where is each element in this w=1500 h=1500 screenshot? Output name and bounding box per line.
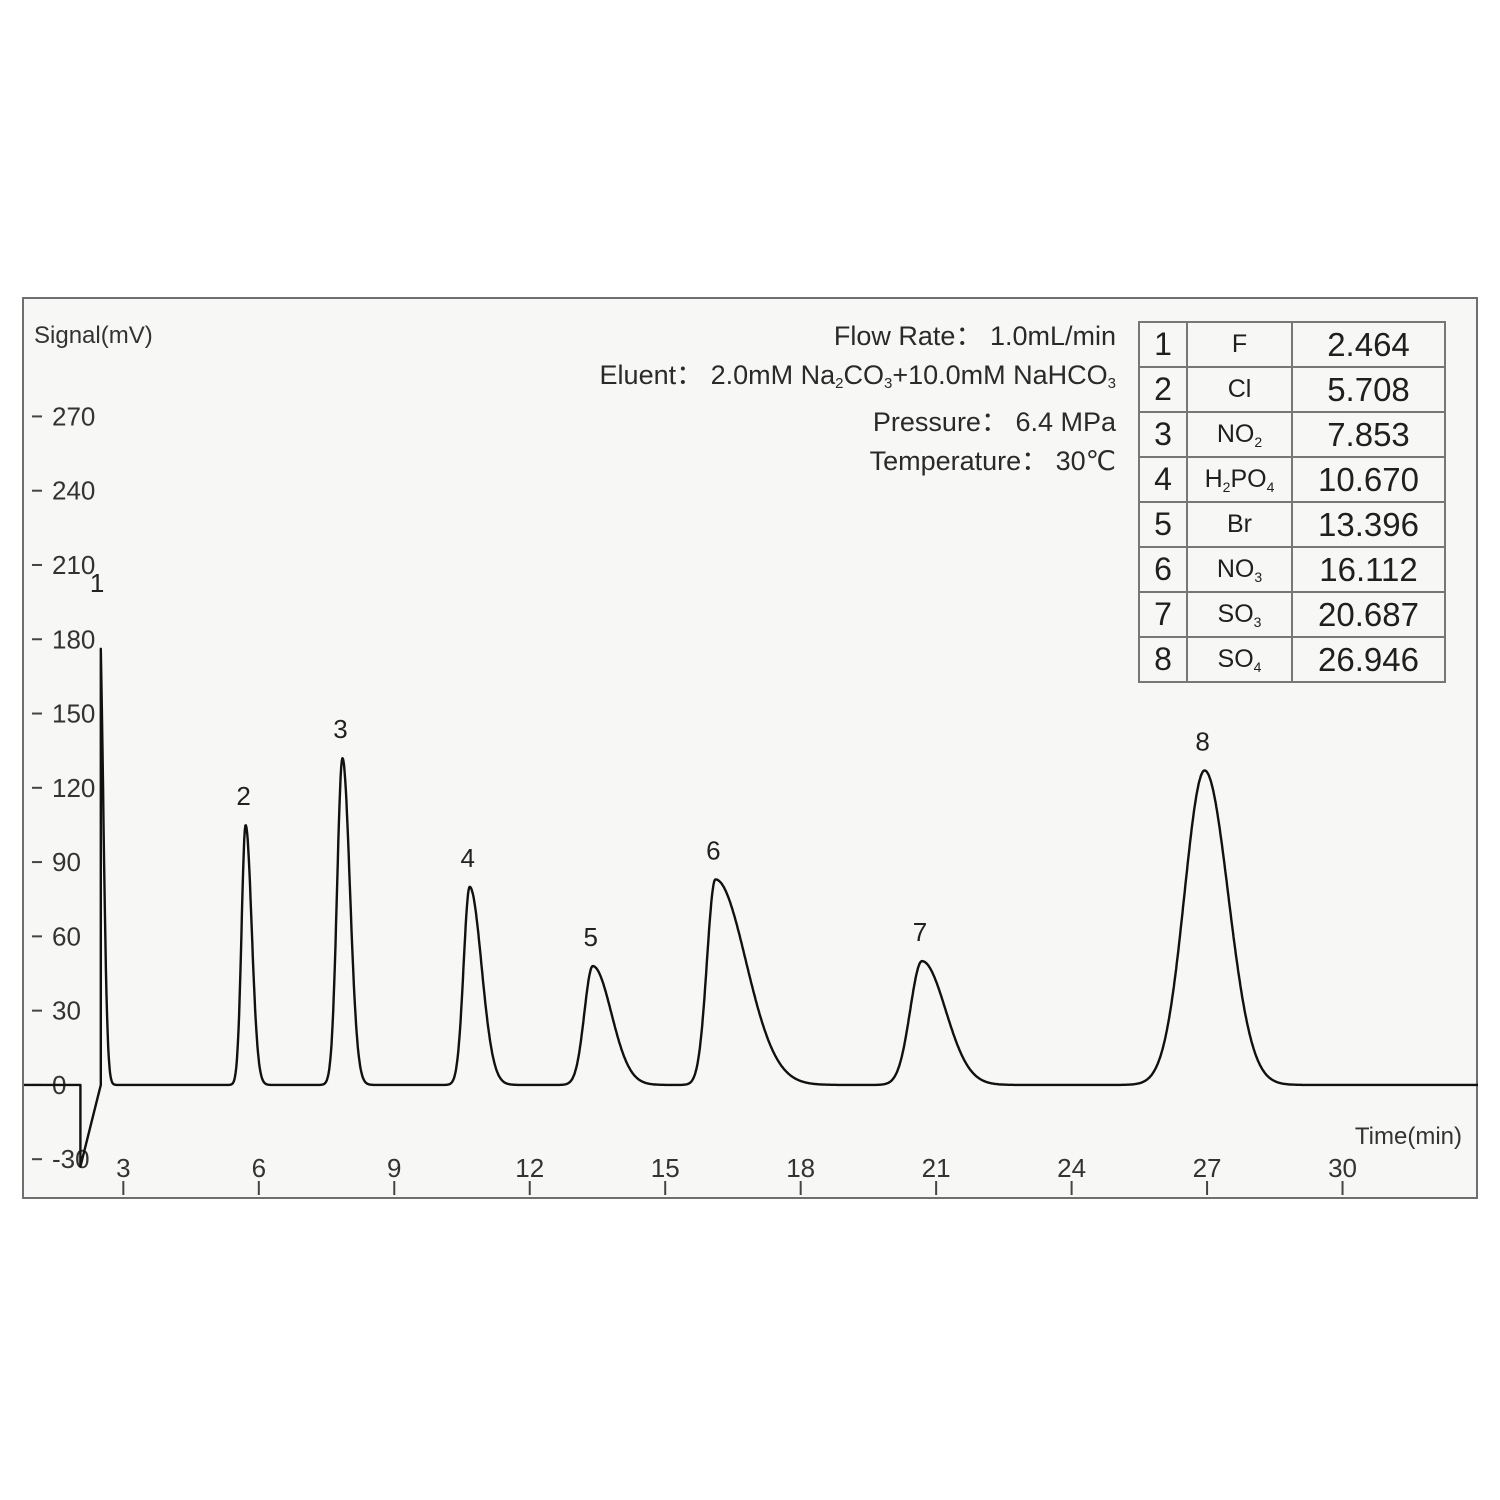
y-axis-label: Signal(mV) [34, 322, 153, 349]
chromatogram-trace [24, 647, 1479, 1168]
peak-number: 4 [1138, 456, 1188, 503]
ion-name: NO2 [1186, 411, 1293, 458]
peak-label: 6 [706, 835, 720, 865]
peak-number: 2 [1138, 366, 1188, 413]
retention-time: 13.396 [1291, 501, 1446, 548]
peak-number: 1 [1138, 321, 1188, 368]
y-tick-label: 30 [52, 996, 81, 1026]
retention-time: 2.464 [1291, 321, 1446, 368]
y-tick-label: 210 [52, 550, 95, 580]
ion-name: F [1186, 321, 1293, 368]
peak-table: 1 F 2.464 2 Cl 5.708 3 NO2 7.853 4 H2PO4 10.670 5 Br 1… [1138, 321, 1446, 683]
peak-label: 5 [584, 922, 598, 952]
ion-name: SO4 [1186, 636, 1293, 683]
peak-number: 5 [1138, 501, 1188, 548]
peak-number: 6 [1138, 546, 1188, 593]
peak-table-row: 1 F 2.464 [1138, 321, 1446, 368]
x-tick-label: 15 [651, 1153, 680, 1183]
pressure-text: Pressure： 6.4 MPa [872, 407, 1116, 437]
peak-label: 4 [460, 843, 474, 873]
peak-table-row: 8 SO4 26.946 [1138, 636, 1446, 683]
chromatogram-plot: Signal(mV) Time(min) 270 240 210 180 150 120 9… [24, 322, 1479, 1195]
x-tick-label: 27 [1193, 1153, 1222, 1183]
run-conditions: Flow Rate： 1.0mL/min Eluent： 2.0mM Na2CO… [600, 317, 1116, 481]
y-tick-label: 180 [52, 624, 95, 654]
ion-name: Br [1186, 501, 1293, 548]
x-tick-label: 9 [387, 1153, 401, 1183]
y-tick-label: 270 [52, 401, 95, 431]
peak-table-row: 4 H2PO4 10.670 [1138, 456, 1446, 503]
peak-label: 7 [913, 917, 927, 947]
peak-table-row: 2 Cl 5.708 [1138, 366, 1446, 413]
x-tick-label: 30 [1328, 1153, 1357, 1183]
y-tick-label: 60 [52, 921, 81, 951]
x-tick-label: 12 [515, 1153, 544, 1183]
x-tick-label: 3 [116, 1153, 130, 1183]
x-tick-label: 18 [786, 1153, 815, 1183]
peak-label: 2 [236, 781, 250, 811]
peak-table-row: 7 SO3 20.687 [1138, 591, 1446, 638]
eluent-text: Eluent： 2.0mM Na2CO3+10.0mM NaHCO3 [599, 360, 1116, 392]
y-tick-label: 150 [52, 699, 95, 729]
y-tick-label: 240 [52, 476, 95, 506]
ion-name: H2PO4 [1186, 456, 1293, 503]
y-tick-label: 120 [52, 773, 95, 803]
peak-table-row: 3 NO2 7.853 [1138, 411, 1446, 458]
x-tick-label: 24 [1057, 1153, 1086, 1183]
peak-number: 3 [1138, 411, 1188, 458]
peak-label: 3 [333, 714, 347, 744]
retention-time: 26.946 [1291, 636, 1446, 683]
peak-table-row: 5 Br 13.396 [1138, 501, 1446, 548]
retention-time: 16.112 [1291, 546, 1446, 593]
retention-time: 20.687 [1291, 591, 1446, 638]
ion-name: Cl [1186, 366, 1293, 413]
y-tick-label: 90 [52, 847, 81, 877]
peak-label: 1 [90, 568, 104, 598]
flow-rate-text: Flow Rate： 1.0mL/min [833, 321, 1116, 351]
x-tick-label: 6 [252, 1153, 266, 1183]
x-axis-label: Time(min) [1355, 1123, 1462, 1150]
x-tick-label: 21 [922, 1153, 951, 1183]
temperature-text: Temperature： 30℃ [869, 446, 1116, 476]
retention-time: 7.853 [1291, 411, 1446, 458]
peak-label: 8 [1195, 726, 1209, 756]
peak-table-row: 6 NO3 16.112 [1138, 546, 1446, 593]
retention-time: 5.708 [1291, 366, 1446, 413]
peak-number: 7 [1138, 591, 1188, 638]
ion-name: SO3 [1186, 591, 1293, 638]
ion-name: NO3 [1186, 546, 1293, 593]
chromatogram-frame: Signal(mV) Time(min) 270 240 210 180 150 120 9… [22, 297, 1479, 1199]
retention-time: 10.670 [1291, 456, 1446, 503]
peak-number: 8 [1138, 636, 1188, 683]
